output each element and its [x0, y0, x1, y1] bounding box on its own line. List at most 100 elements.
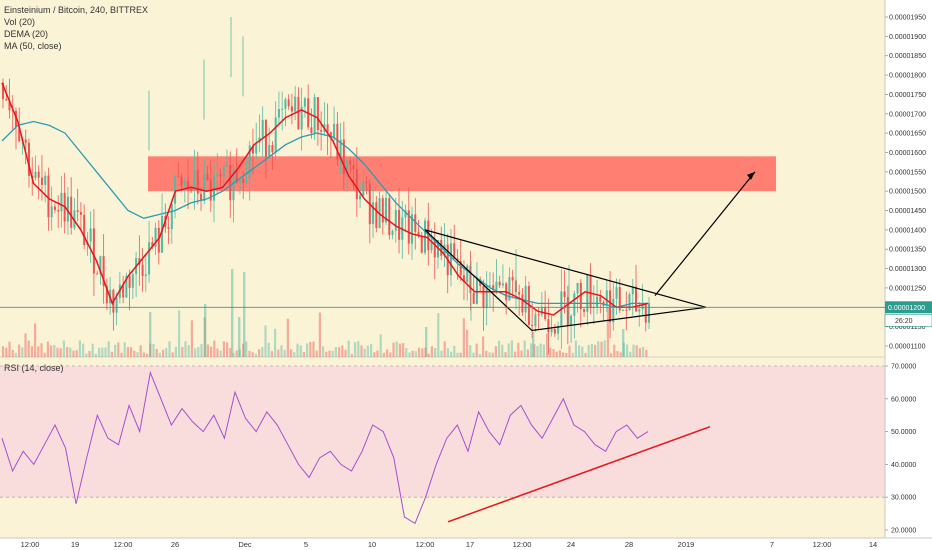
- candle-body: [566, 297, 569, 326]
- candle-body: [245, 177, 248, 184]
- volume-bar: [11, 350, 14, 357]
- candle-body: [635, 286, 638, 312]
- volume-bar: [635, 345, 638, 357]
- candle-body: [274, 117, 277, 153]
- candle-body: [459, 261, 462, 276]
- candle-body: [222, 166, 225, 177]
- candle-body: [430, 240, 433, 251]
- candle-body: [394, 210, 397, 231]
- candle-body: [501, 283, 504, 286]
- volume-bar: [587, 344, 590, 357]
- volume-bar: [152, 343, 155, 357]
- time-axis-label: 28: [625, 540, 633, 549]
- candle-body: [170, 203, 173, 230]
- volume-bar: [376, 350, 379, 357]
- volume-bar: [398, 343, 401, 357]
- volume-bar: [2, 346, 5, 357]
- volume-bar: [94, 353, 97, 357]
- candle-body: [102, 256, 105, 287]
- candle-body: [229, 164, 232, 201]
- volume-bar: [98, 347, 101, 357]
- legend-ma[interactable]: MA (50, close): [4, 41, 62, 51]
- volume-bar: [402, 343, 405, 357]
- time-axis-label: 7: [770, 540, 774, 549]
- candle-body: [47, 175, 50, 218]
- price-tick-label: 0.00001650: [889, 131, 926, 138]
- volume-bar: [18, 344, 21, 357]
- legend-title[interactable]: Einsteinium / Bitcoin, 240, BITTREX: [4, 5, 149, 15]
- rsi-line: [1, 370, 649, 525]
- volume-bar: [584, 353, 587, 357]
- legend-volume[interactable]: Vol (20): [4, 17, 36, 27]
- price-tick-label: 0.00001350: [889, 247, 926, 254]
- volume-bar: [21, 347, 24, 357]
- candle-body: [219, 173, 222, 177]
- candle-body: [151, 242, 154, 247]
- candle-body: [83, 214, 86, 246]
- candle-body: [570, 315, 573, 326]
- candle-body: [255, 142, 258, 154]
- volume-bar: [40, 343, 43, 357]
- volume-bar: [194, 348, 197, 357]
- volume-bar: [542, 344, 545, 357]
- candle-body: [27, 142, 30, 176]
- volume-bar: [504, 352, 507, 357]
- volume-bar: [243, 272, 246, 357]
- volume-bar: [322, 346, 325, 357]
- legend-dema[interactable]: DEMA (20): [4, 29, 49, 39]
- candle-body: [485, 285, 488, 309]
- volume-bar: [414, 351, 417, 357]
- volume-bar: [456, 352, 459, 357]
- volume-bars: [2, 269, 648, 357]
- candle-body: [190, 188, 193, 191]
- volume-bar: [162, 349, 165, 357]
- candle-body: [326, 124, 329, 133]
- candle-body: [76, 210, 79, 212]
- candle-body: [297, 96, 300, 130]
- candle-body: [333, 123, 336, 139]
- legend-rsi[interactable]: RSI (14, close): [4, 363, 64, 373]
- volume-bar: [43, 352, 46, 357]
- candle-body: [154, 227, 157, 247]
- candle-body: [196, 169, 199, 194]
- volume-bar: [462, 318, 465, 357]
- volume-bar: [530, 343, 533, 357]
- volume-bar: [210, 346, 213, 357]
- time-axis-label: 12:00: [114, 540, 133, 549]
- candle-body: [524, 285, 527, 313]
- volume-bar: [110, 351, 113, 357]
- candle-body: [50, 206, 53, 218]
- time-axis-label: 12:00: [21, 540, 40, 549]
- candle-body: [420, 236, 423, 253]
- volume-bar: [120, 352, 123, 357]
- volume-bar: [536, 346, 539, 357]
- candle-body: [70, 196, 73, 228]
- volume-bar: [258, 349, 261, 357]
- volume-bar: [578, 345, 581, 357]
- volume-bar: [645, 349, 648, 357]
- volume-bar: [360, 345, 363, 357]
- candle-body: [576, 282, 579, 294]
- rsi-support-trendline: [447, 425, 711, 523]
- volume-bar: [50, 345, 53, 357]
- price-tick-label: 0.00001700: [889, 111, 926, 118]
- volume-bar: [430, 346, 433, 357]
- volume-bar: [485, 350, 488, 357]
- rsi-tick-label: 50.0000: [891, 429, 916, 436]
- ma-line: [1, 120, 648, 308]
- volume-bar: [107, 341, 110, 357]
- volume-bar: [450, 351, 453, 357]
- volume-bar: [213, 340, 216, 357]
- volume-bar: [507, 343, 510, 357]
- volume-bar: [149, 312, 152, 357]
- price-tick-label: 0.00001800: [889, 73, 926, 80]
- volume-bar: [600, 341, 603, 357]
- time-axis-label: 17: [466, 540, 474, 549]
- candle-body: [141, 264, 144, 276]
- volume-bar: [357, 341, 360, 357]
- volume-bar: [293, 352, 296, 357]
- volume-bar: [238, 317, 241, 357]
- volume-bar: [104, 347, 107, 357]
- candle-body: [268, 145, 271, 157]
